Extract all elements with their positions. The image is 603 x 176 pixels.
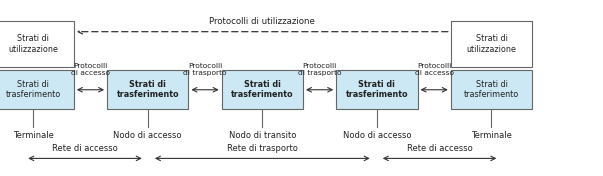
Bar <box>450 70 532 109</box>
Text: Rete di accesso: Rete di accesso <box>406 144 473 153</box>
Text: Protocolli
di trasporto: Protocolli di trasporto <box>183 63 227 76</box>
Text: Nodo di accesso: Nodo di accesso <box>113 131 182 140</box>
Text: Rete di trasporto: Rete di trasporto <box>227 144 298 153</box>
Text: Strati di
trasferimento: Strati di trasferimento <box>5 80 61 99</box>
Text: Nodo di accesso: Nodo di accesso <box>343 131 411 140</box>
Text: Protocolli
di accesso: Protocolli di accesso <box>71 63 110 76</box>
Bar <box>0 21 74 67</box>
Text: Strati di
trasferimento: Strati di trasferimento <box>346 80 408 99</box>
Text: Strati di
trasferimento: Strati di trasferimento <box>116 80 179 99</box>
Text: Terminale: Terminale <box>13 131 54 140</box>
Text: Strati di
trasferimento: Strati di trasferimento <box>231 80 294 99</box>
Bar <box>336 70 417 109</box>
Text: Strati di
trasferimento: Strati di trasferimento <box>464 80 519 99</box>
Text: Protocolli
di accesso: Protocolli di accesso <box>415 63 453 76</box>
Bar <box>107 70 188 109</box>
Text: Rete di accesso: Rete di accesso <box>52 144 118 153</box>
Text: Nodo di transito: Nodo di transito <box>229 131 296 140</box>
Text: Strati di
utilizzazione: Strati di utilizzazione <box>467 34 516 54</box>
Text: Protocolli di utilizzazione: Protocolli di utilizzazione <box>209 17 315 26</box>
Bar <box>450 21 532 67</box>
Bar <box>222 70 303 109</box>
Bar <box>0 70 74 109</box>
Text: Protocolli
di trasporto: Protocolli di trasporto <box>298 63 341 76</box>
Text: Strati di
utilizzazione: Strati di utilizzazione <box>8 34 58 54</box>
Text: Terminale: Terminale <box>471 131 512 140</box>
